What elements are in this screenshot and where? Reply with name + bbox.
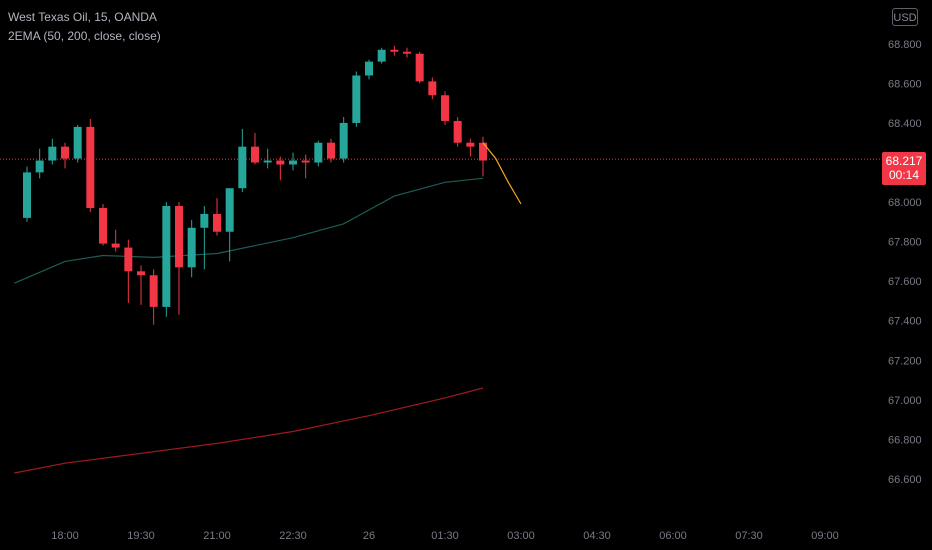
candle-body <box>86 126 95 208</box>
candle-body <box>225 188 234 232</box>
candle-body <box>175 206 183 268</box>
candle-body <box>327 142 335 159</box>
time-tick-label: 19:30 <box>127 530 155 542</box>
candle-body <box>365 61 373 76</box>
candle-body <box>301 160 310 163</box>
candle-body <box>453 120 462 143</box>
symbol-title[interactable]: West Texas Oil, 15, OANDA <box>8 10 157 24</box>
candle-body <box>61 146 69 159</box>
projection-path <box>482 142 522 205</box>
candle-body <box>137 271 145 276</box>
candle-body <box>479 142 487 161</box>
candle-body <box>352 75 361 123</box>
ema-200-line <box>14 387 484 474</box>
candle-body <box>314 142 323 163</box>
time-tick-label: 21:00 <box>203 530 231 542</box>
candle-body <box>187 227 196 268</box>
price-axis[interactable]: 68.80068.60068.40068.20068.00067.80067.6… <box>888 39 922 486</box>
bar-countdown: 00:14 <box>888 168 920 182</box>
time-tick-label: 06:00 <box>659 530 687 542</box>
ema-200-path <box>14 387 484 474</box>
candle-body <box>73 126 82 159</box>
currency-unit-button[interactable]: USD <box>892 8 918 26</box>
time-tick-label: 09:00 <box>811 530 839 542</box>
candle-body <box>149 275 158 307</box>
ema-50-line <box>14 177 484 284</box>
price-tick-label: 66.600 <box>888 474 922 486</box>
candle-body <box>23 172 31 218</box>
candle-body <box>441 95 449 121</box>
price-tick-label: 67.400 <box>888 316 922 328</box>
candle-body <box>428 81 437 96</box>
time-tick-label: 01:30 <box>431 530 459 542</box>
candle-body <box>466 142 475 147</box>
candle-body <box>390 49 399 52</box>
ema-50-path <box>14 177 484 284</box>
candle-body <box>403 51 411 54</box>
time-tick-label: 22:30 <box>279 530 307 542</box>
candle-body <box>251 146 259 163</box>
candle-body <box>276 160 285 165</box>
price-tick-label: 67.200 <box>888 355 922 367</box>
time-tick-label: 07:30 <box>735 530 763 542</box>
candlestick-series <box>23 45 487 325</box>
price-tick-label: 68.600 <box>888 78 922 90</box>
candle-body <box>339 122 348 159</box>
last-price-value: 68.217 <box>885 154 923 168</box>
time-axis[interactable]: 18:00 19:30 21:00 22:30 26 01:30 03:00 04:30 06:… <box>51 530 839 542</box>
candle-body <box>111 243 120 248</box>
time-tick-label: 03:00 <box>507 530 535 542</box>
time-tick-label: 18:00 <box>51 530 79 542</box>
price-tick-label: 68.000 <box>888 197 922 209</box>
candle-body <box>48 146 57 161</box>
candle-body <box>377 49 386 62</box>
price-tick-label: 67.600 <box>888 276 922 288</box>
candle-body <box>263 160 272 163</box>
price-tick-label: 67.000 <box>888 395 922 407</box>
candle-body <box>238 146 247 189</box>
price-tick-label: 67.800 <box>888 237 922 249</box>
candle-body <box>200 213 209 228</box>
candle-body <box>213 213 221 232</box>
price-tick-label: 68.400 <box>888 118 922 130</box>
indicator-legend[interactable]: 2EMA (50, 200, close, close) <box>8 29 161 43</box>
candle-body <box>162 206 171 307</box>
candle-body <box>415 53 424 82</box>
candle-body <box>35 160 44 173</box>
price-tick-label: 66.800 <box>888 434 922 446</box>
price-tick-label: 68.800 <box>888 39 922 51</box>
last-price-badge: 68.217 00:14 <box>882 152 926 185</box>
time-tick-label: 26 <box>363 530 375 542</box>
candle-body <box>289 160 297 165</box>
candle-body <box>99 207 107 244</box>
candle-body <box>124 247 133 272</box>
time-tick-label: 04:30 <box>583 530 611 542</box>
projection-line <box>482 142 522 205</box>
